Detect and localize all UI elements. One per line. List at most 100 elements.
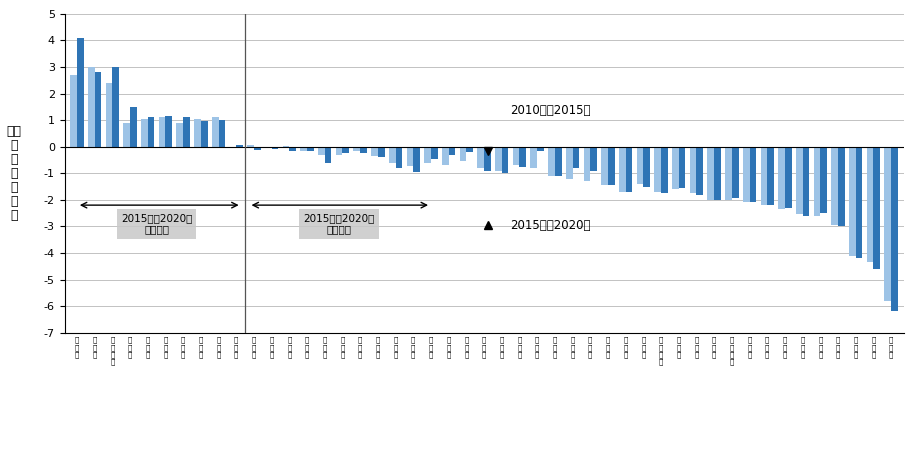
Bar: [672, 147, 679, 189]
Text: 宮
城
県: 宮 城 県: [269, 337, 274, 358]
Text: 佐
賀
県: 佐 賀 県: [464, 337, 468, 358]
Text: 兵
庫
県: 兵 庫 県: [252, 337, 256, 358]
Text: 福
井
県: 福 井 県: [712, 337, 716, 358]
Text: 静
岡
県: 静 岡 県: [358, 337, 362, 358]
Text: 2015年～2020年
人口減少: 2015年～2020年 人口減少: [303, 213, 374, 235]
Bar: [361, 147, 367, 152]
Text: 島
根
県: 島 根 県: [623, 337, 628, 358]
Bar: [165, 116, 172, 147]
Bar: [661, 147, 668, 193]
Bar: [413, 147, 420, 172]
Bar: [619, 147, 626, 192]
Bar: [573, 147, 579, 169]
Text: 山
梨
県: 山 梨 県: [588, 337, 593, 358]
Bar: [803, 147, 810, 216]
Bar: [495, 147, 502, 170]
Bar: [821, 147, 827, 213]
Bar: [778, 147, 785, 209]
Bar: [141, 119, 148, 147]
Bar: [353, 147, 361, 151]
Bar: [601, 147, 608, 185]
Bar: [796, 147, 803, 214]
Bar: [484, 147, 491, 170]
Bar: [590, 147, 597, 171]
Text: 愛
媛
県: 愛 媛 県: [677, 337, 681, 358]
Text: 大
分
県: 大 分 県: [694, 337, 699, 358]
Text: 山
口
県: 山 口 県: [748, 337, 751, 358]
Bar: [707, 147, 715, 200]
Text: 岩
手
県: 岩 手 県: [871, 337, 876, 358]
Bar: [732, 147, 739, 199]
Bar: [148, 117, 155, 147]
Bar: [696, 147, 703, 195]
Bar: [442, 147, 449, 165]
Text: 新
潟
県: 新 潟 県: [765, 337, 770, 358]
Bar: [750, 147, 756, 202]
Text: 愛
知
県: 愛 知 県: [163, 337, 168, 358]
Text: 鹿
児
島
県: 鹿 児 島 県: [659, 337, 663, 365]
Bar: [212, 117, 219, 147]
Text: 和
歌
山
県: 和 歌 山 県: [729, 337, 734, 365]
Bar: [715, 147, 721, 200]
Text: 富
山
県: 富 山 県: [571, 337, 574, 358]
Bar: [555, 147, 561, 176]
Bar: [725, 147, 732, 200]
Bar: [219, 120, 225, 147]
Text: 青
森
県: 青 森 県: [854, 337, 858, 358]
Bar: [301, 147, 307, 151]
Bar: [884, 147, 892, 301]
Bar: [431, 147, 438, 158]
Text: 千
葉
県: 千 葉 県: [146, 337, 150, 358]
Text: 沖
縄
県: 沖 縄 県: [92, 337, 97, 358]
Bar: [342, 147, 349, 152]
Bar: [655, 147, 661, 192]
Bar: [77, 38, 84, 147]
Bar: [538, 147, 544, 151]
Bar: [584, 147, 590, 181]
Bar: [88, 67, 95, 147]
Bar: [424, 147, 431, 163]
Bar: [892, 147, 898, 311]
Bar: [785, 147, 792, 208]
Text: 北
海
県: 北 海 県: [535, 337, 539, 358]
Bar: [761, 147, 767, 205]
Text: 栃
木
県: 栃 木 県: [394, 337, 397, 358]
Text: 鳥
取
県: 鳥 取 県: [641, 337, 645, 358]
Text: 長
崎
県: 長 崎 県: [783, 337, 787, 358]
Bar: [183, 117, 190, 147]
Y-axis label: 人口
増
減
率
（
％
）: 人口 増 減 率 （ ％ ）: [6, 125, 22, 222]
Bar: [407, 147, 413, 166]
Text: 石
川
県: 石 川 県: [375, 337, 380, 358]
Text: 福
井
県: 福 井 県: [446, 337, 451, 358]
Bar: [159, 117, 165, 147]
Bar: [325, 147, 332, 163]
Bar: [254, 147, 261, 150]
Bar: [290, 147, 296, 152]
Bar: [626, 147, 632, 192]
Bar: [195, 119, 201, 147]
Text: 高
知
県: 高 知 県: [836, 337, 840, 358]
Bar: [396, 147, 402, 168]
Text: 滋
賀
県: 滋 賀 県: [198, 337, 203, 358]
Bar: [478, 147, 484, 169]
Bar: [176, 123, 183, 147]
Bar: [130, 107, 136, 147]
Bar: [644, 147, 650, 187]
Bar: [873, 147, 881, 269]
Bar: [201, 122, 207, 147]
Bar: [519, 147, 526, 167]
Bar: [307, 147, 313, 151]
Text: 長
野
県: 長 野 県: [411, 337, 416, 358]
Text: 広
島
県: 広 島 県: [287, 337, 291, 358]
Text: 2010年～2015年: 2010年～2015年: [511, 104, 591, 117]
Text: 2015年～2020年: 2015年～2020年: [511, 219, 591, 231]
Text: 大
阪
府: 大 阪 府: [217, 337, 220, 358]
Bar: [460, 147, 467, 161]
Text: 茨
城
県: 茨 城 県: [305, 337, 309, 358]
Bar: [502, 147, 508, 173]
Bar: [247, 146, 254, 147]
Bar: [283, 146, 290, 147]
Text: 神
奈
川
県: 神 奈 川 県: [110, 337, 114, 365]
Bar: [548, 147, 555, 176]
Bar: [636, 147, 644, 184]
